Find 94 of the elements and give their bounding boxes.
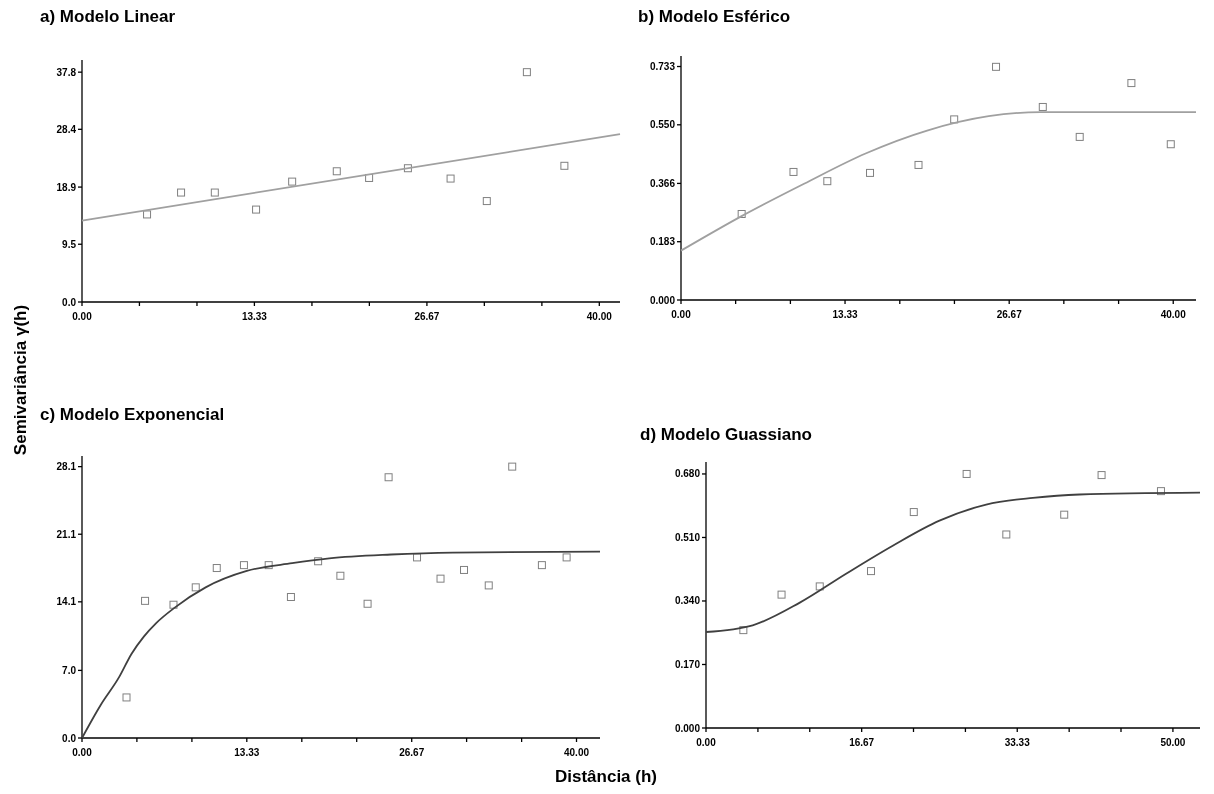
x-tick-label: 0.00 bbox=[696, 737, 717, 748]
y-tick-label: 0.000 bbox=[649, 294, 676, 306]
y-tick-label: 7.0 bbox=[62, 664, 77, 676]
x-tick-label: 0.00 bbox=[72, 747, 93, 758]
point bbox=[866, 168, 875, 177]
point bbox=[143, 210, 152, 219]
point bbox=[1166, 140, 1175, 149]
x-tick-label: 26.67 bbox=[996, 309, 1023, 320]
point bbox=[286, 593, 295, 601]
x-axis-title: Distância (h) bbox=[554, 767, 658, 786]
x-tick-label: 26.67 bbox=[399, 747, 425, 758]
point bbox=[562, 553, 571, 562]
y-tick-label: 0.170 bbox=[674, 658, 701, 670]
point bbox=[823, 177, 832, 186]
x-tick-label: 40.00 bbox=[1160, 309, 1187, 320]
chart-title: b) Modelo Esférico bbox=[638, 7, 791, 26]
chart-title: c) Modelo Exponencial bbox=[40, 405, 225, 424]
point bbox=[191, 583, 200, 592]
point bbox=[950, 115, 959, 124]
point bbox=[384, 473, 393, 482]
chart-title: a) Modelo Linear bbox=[40, 7, 176, 26]
point bbox=[537, 561, 546, 570]
point bbox=[169, 600, 178, 609]
point bbox=[436, 574, 445, 583]
x-tick-label: 26.67 bbox=[414, 311, 440, 322]
point bbox=[1060, 510, 1069, 519]
x-tick-label: 13.33 bbox=[832, 309, 858, 320]
point bbox=[413, 553, 422, 562]
x-tick-label: 50.00 bbox=[1160, 737, 1186, 748]
point bbox=[867, 567, 876, 576]
y-tick-label: 0.340 bbox=[674, 595, 701, 607]
y-tick-label: 0.366 bbox=[649, 177, 676, 189]
point bbox=[1038, 102, 1047, 111]
y-tick-label: 21.1 bbox=[56, 528, 77, 540]
point bbox=[1075, 132, 1084, 141]
y-tick-label: 14.1 bbox=[56, 596, 77, 608]
point bbox=[522, 68, 531, 77]
point bbox=[403, 164, 412, 173]
point bbox=[992, 62, 1001, 71]
point bbox=[177, 188, 186, 197]
x-tick-label: 40.00 bbox=[564, 747, 590, 758]
y-tick-label: 18.9 bbox=[56, 181, 77, 193]
y-tick-label: 37.8 bbox=[56, 66, 77, 78]
point bbox=[508, 462, 517, 471]
point bbox=[909, 508, 918, 517]
point bbox=[1127, 79, 1136, 88]
point bbox=[141, 596, 150, 605]
point bbox=[288, 177, 297, 186]
point bbox=[363, 599, 372, 608]
y-axis-title: Semivariância γ(h) bbox=[11, 304, 30, 456]
point bbox=[962, 469, 971, 478]
y-tick-label: 9.5 bbox=[62, 238, 77, 250]
point bbox=[252, 205, 261, 214]
point bbox=[314, 557, 323, 566]
point bbox=[122, 693, 131, 702]
y-tick-label: 0.0 bbox=[62, 732, 77, 744]
x-tick-label: 40.00 bbox=[586, 311, 613, 322]
y-tick-label: 28.1 bbox=[56, 461, 77, 473]
point bbox=[1002, 530, 1011, 539]
point bbox=[737, 210, 746, 218]
point bbox=[739, 626, 748, 635]
point bbox=[212, 564, 221, 573]
y-tick-label: 0.183 bbox=[649, 236, 676, 248]
point bbox=[1156, 487, 1165, 496]
x-tick-label: 0.00 bbox=[671, 309, 692, 320]
x-tick-label: 13.33 bbox=[234, 747, 260, 758]
x-tick-label: 13.33 bbox=[241, 311, 268, 322]
point bbox=[446, 174, 455, 183]
point bbox=[484, 581, 493, 590]
y-tick-label: 0.0 bbox=[62, 296, 77, 308]
point bbox=[777, 590, 786, 599]
line-series bbox=[705, 491, 1201, 633]
y-tick-label: 0.550 bbox=[649, 119, 676, 131]
y-tick-label: 0.510 bbox=[674, 531, 701, 543]
y-tick-label: 0.680 bbox=[674, 468, 701, 480]
point bbox=[264, 561, 273, 570]
x-tick-label: 33.33 bbox=[1004, 737, 1031, 748]
point bbox=[332, 167, 341, 176]
x-tick-label: 0.00 bbox=[72, 311, 93, 322]
point bbox=[560, 161, 569, 170]
point bbox=[336, 571, 345, 580]
point bbox=[239, 561, 248, 570]
point bbox=[210, 188, 219, 197]
point bbox=[789, 167, 798, 176]
point bbox=[815, 582, 824, 591]
point bbox=[914, 160, 923, 169]
chart-title: d) Modelo Guassiano bbox=[640, 425, 812, 444]
point bbox=[365, 173, 374, 182]
y-tick-label: 28.4 bbox=[56, 123, 77, 135]
y-tick-label: 0.000 bbox=[674, 722, 701, 734]
x-tick-label: 16.67 bbox=[849, 737, 875, 748]
y-tick-label: 0.733 bbox=[649, 61, 676, 73]
point bbox=[1097, 471, 1106, 480]
point bbox=[482, 197, 491, 206]
